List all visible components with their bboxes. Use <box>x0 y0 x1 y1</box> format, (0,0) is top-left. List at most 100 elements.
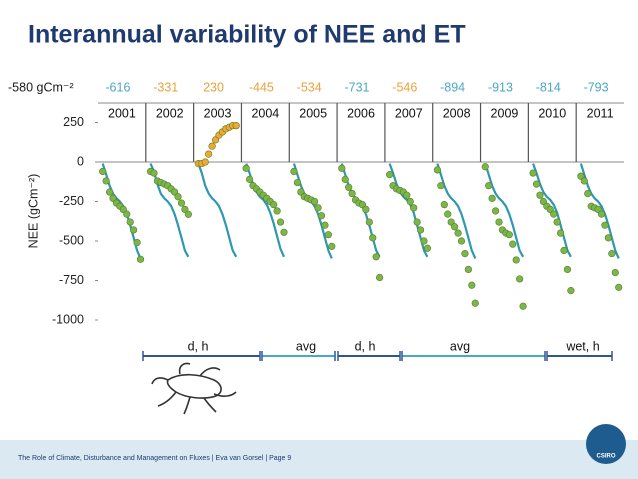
nee-point <box>150 169 158 177</box>
footer-band <box>0 440 638 479</box>
nee-point <box>423 244 432 252</box>
nee-point <box>461 250 469 258</box>
nee-point <box>341 175 349 183</box>
nee-point <box>440 201 448 209</box>
nee-point <box>406 197 414 206</box>
nee-point <box>413 218 421 226</box>
nee-point <box>208 142 216 150</box>
annual-total: -445 <box>249 80 274 94</box>
nee-point <box>611 269 619 277</box>
nee-point <box>376 273 384 282</box>
year-label: 2003 <box>204 106 232 120</box>
nee-point <box>174 193 182 201</box>
year-label: 2006 <box>347 106 375 120</box>
nee-point <box>386 171 394 179</box>
nee-point <box>516 275 524 283</box>
nee-point <box>403 191 411 199</box>
period-label: d, h <box>355 339 376 353</box>
nee-point <box>410 204 418 212</box>
nee-point <box>369 234 377 242</box>
nee-point <box>348 190 356 198</box>
y-tick-label: -250 <box>59 194 84 208</box>
year-label: 2004 <box>251 106 279 120</box>
model-line <box>579 163 620 259</box>
nee-point <box>505 231 513 239</box>
annual-total: -913 <box>488 80 513 94</box>
annual-total: -580 gCm⁻² <box>8 80 74 94</box>
nee-point <box>529 169 537 177</box>
nee-point <box>563 265 572 274</box>
nee-point <box>246 175 254 183</box>
annual-total: -616 <box>105 80 130 94</box>
nee-point <box>601 221 609 229</box>
nee-point <box>584 190 592 198</box>
year-label: 2010 <box>538 106 566 120</box>
nee-point <box>509 240 517 248</box>
nee-point <box>550 210 558 218</box>
annual-total: -814 <box>536 80 561 94</box>
nee-point <box>133 238 141 247</box>
year-label: 2009 <box>491 106 519 120</box>
nee-point <box>314 204 322 212</box>
y-tick-label: 250 <box>63 115 84 129</box>
nee-point <box>362 205 370 213</box>
nee-point <box>177 199 186 207</box>
nee-point <box>451 223 459 231</box>
nee-point <box>321 221 329 229</box>
slide-title: Interannual variability of NEE and ET <box>28 21 466 49</box>
period-label: d, h <box>188 339 209 353</box>
nee-point <box>205 150 213 158</box>
period-label: avg <box>450 339 470 353</box>
nee-point <box>512 256 520 264</box>
nee-point <box>597 210 606 218</box>
nee-point <box>615 283 623 291</box>
nee-point <box>457 237 466 245</box>
nee-point <box>276 218 285 226</box>
annual-total: -793 <box>584 80 609 94</box>
annual-total: -331 <box>153 80 178 94</box>
nee-point <box>136 255 145 263</box>
nee-point <box>495 218 503 226</box>
nee-point <box>556 229 565 237</box>
annual-total: -731 <box>344 80 369 94</box>
year-label: 2007 <box>395 106 423 120</box>
nee-point <box>130 226 138 234</box>
nee-point <box>372 253 380 261</box>
nee-point <box>608 250 616 258</box>
nee-point <box>338 164 346 172</box>
annual-total: -546 <box>392 80 417 94</box>
nee-point <box>604 234 612 242</box>
y-tick-label: -500 <box>59 233 84 247</box>
annual-total: 230 <box>203 80 224 94</box>
nee-point <box>416 226 425 234</box>
nee-point <box>105 188 114 196</box>
nee-point <box>365 218 373 226</box>
nee-point <box>464 265 472 274</box>
nee-point <box>317 212 326 220</box>
logo <box>586 424 626 464</box>
nee-point <box>485 182 493 190</box>
y-tick-label: -750 <box>59 273 84 287</box>
period-label: avg <box>296 339 316 353</box>
nee-point <box>471 299 479 307</box>
nee-point <box>270 201 278 209</box>
footer-text: The Role of Climate, Disturbance and Man… <box>18 455 291 462</box>
nee-point <box>242 164 250 172</box>
nee-point <box>580 177 588 185</box>
nee-point <box>437 182 445 190</box>
nee-point <box>311 197 319 206</box>
nee-point <box>328 242 336 250</box>
nee-point <box>553 218 561 226</box>
bug-sketch <box>151 362 237 415</box>
nee-point <box>454 229 462 237</box>
nee-point <box>481 163 489 171</box>
logo-text: CSIRO <box>596 454 615 460</box>
year-label: 2001 <box>108 106 136 120</box>
y-tick-label: -1000 <box>52 312 84 326</box>
period-label: wet, h <box>565 339 599 353</box>
nee-point <box>201 158 209 166</box>
nee-point <box>567 287 575 295</box>
nee-point <box>433 166 442 174</box>
